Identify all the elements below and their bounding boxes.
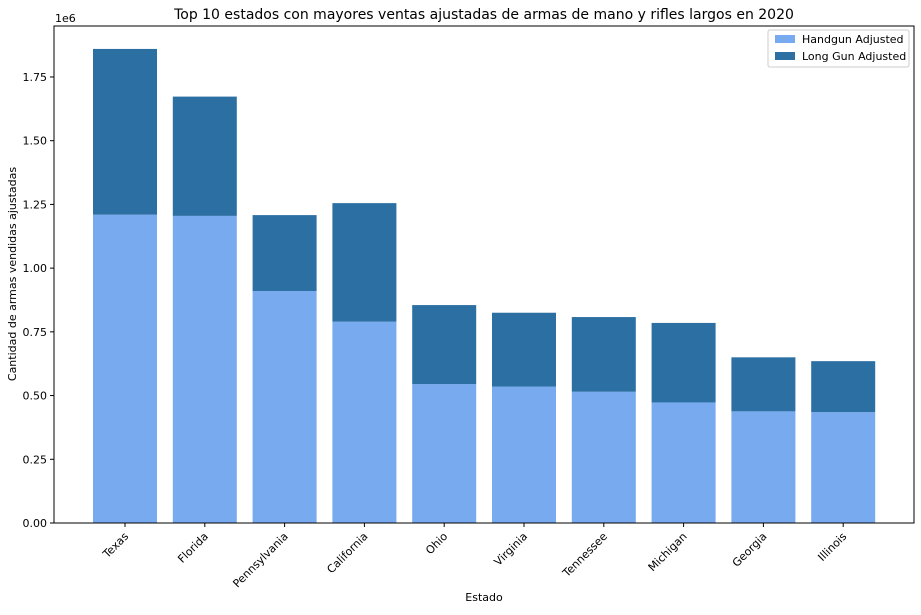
bar-long-gun-ohio — [412, 305, 477, 385]
x-tick-label: Virginia — [492, 530, 531, 569]
x-axis-label: Estado — [465, 591, 503, 604]
bar-handgun-texas — [93, 214, 157, 524]
y-tick-label: 1.00 — [23, 262, 48, 275]
x-tick-label: Pennsylvania — [230, 530, 290, 590]
bar-handgun-illinois — [811, 412, 876, 523]
bar-long-gun-pennsylvania — [252, 215, 317, 292]
bar-long-gun-georgia — [731, 357, 796, 412]
x-tick-label: Ohio — [423, 530, 450, 557]
bar-long-gun-florida — [172, 96, 237, 216]
bar-handgun-georgia — [731, 411, 796, 523]
legend-label-handgun: Handgun Adjusted — [802, 33, 904, 46]
y-tick-label: 1.50 — [23, 135, 48, 148]
bar-long-gun-michigan — [651, 322, 716, 403]
bar-long-gun-tennessee — [571, 317, 636, 392]
bar-handgun-virginia — [492, 386, 556, 523]
bar-handgun-pennsylvania — [252, 291, 317, 523]
y-tick-label: 0.00 — [23, 517, 48, 530]
y-tick-label: 0.75 — [23, 326, 48, 339]
x-tick-label: Tennessee — [559, 530, 610, 581]
bar-long-gun-virginia — [492, 312, 556, 387]
legend-swatch-long-gun — [775, 52, 795, 60]
legend: Handgun Adjusted Long Gun Adjusted — [767, 29, 910, 68]
bar-long-gun-texas — [93, 48, 157, 215]
legend-frame — [767, 29, 910, 68]
legend-swatch-handgun — [775, 35, 795, 43]
bar-handgun-florida — [172, 215, 237, 523]
y-tick-label: 0.50 — [23, 390, 48, 403]
x-tick-label: Texas — [100, 530, 132, 562]
y-axis-offset-label: 1e6 — [55, 12, 76, 25]
chart-title: Top 10 estados con mayores ventas ajusta… — [173, 7, 794, 23]
bar-long-gun-illinois — [811, 361, 876, 413]
bar-handgun-ohio — [412, 384, 477, 523]
y-tick-label: 1.75 — [23, 71, 48, 84]
y-axis-label: Cantidad de armas vendidas ajustadas — [6, 167, 19, 381]
y-tick-label: 0.25 — [23, 453, 48, 466]
x-tick-label: Michigan — [646, 530, 690, 574]
bar-handgun-california — [332, 321, 397, 523]
bars-layer — [93, 48, 876, 524]
bar-handgun-tennessee — [571, 391, 636, 523]
y-tick-label: 1.25 — [23, 198, 48, 211]
plot-frame — [53, 25, 915, 524]
legend-label-long-gun: Long Gun Adjusted — [802, 50, 906, 63]
bar-long-gun-california — [332, 203, 397, 322]
bar-handgun-michigan — [651, 402, 716, 523]
x-tick-label: Georgia — [730, 530, 770, 570]
x-tick-label: California — [324, 530, 370, 576]
x-tick-label: Illinois — [815, 530, 849, 564]
x-tick-label: Florida — [175, 530, 211, 566]
